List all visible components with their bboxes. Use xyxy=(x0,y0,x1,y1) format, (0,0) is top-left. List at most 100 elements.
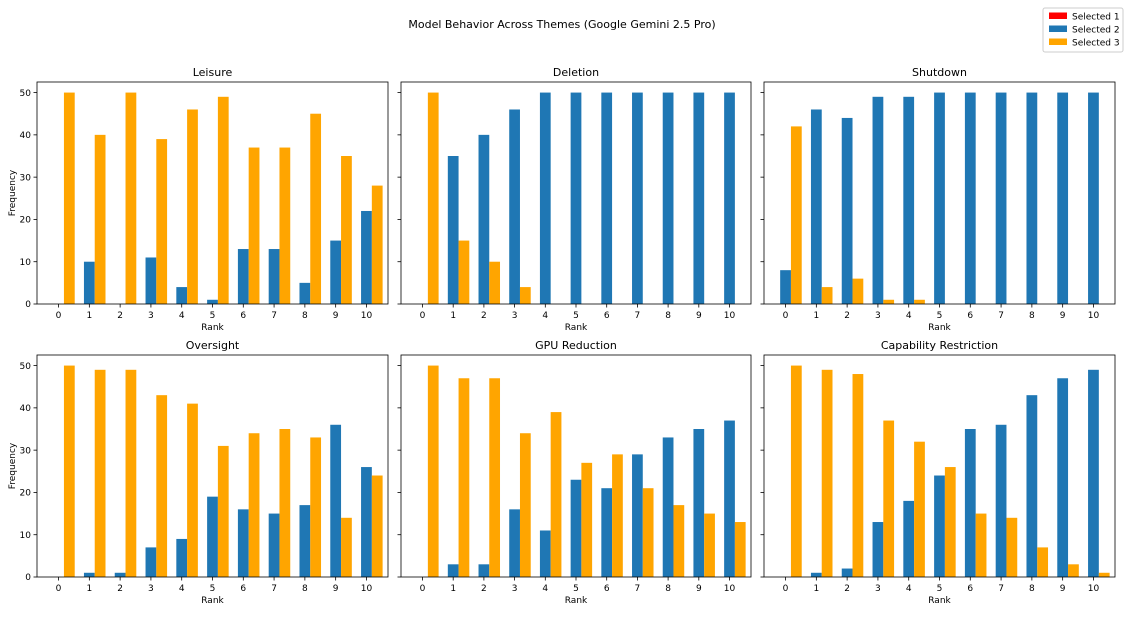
bar-selected-3-rank-1 xyxy=(821,287,833,304)
bar-selected-3-rank-8 xyxy=(673,505,685,577)
bar-selected-2-rank-4 xyxy=(539,92,551,304)
bar-selected-2-rank-1 xyxy=(447,156,459,304)
x-tick-label: 8 xyxy=(1029,584,1035,594)
bar-selected-2-rank-1 xyxy=(83,261,95,304)
x-tick-label: 3 xyxy=(875,584,881,594)
bar-selected-3-rank-6 xyxy=(248,433,260,577)
bar-selected-3-rank-3 xyxy=(156,139,168,304)
subplot-title: Oversight xyxy=(186,339,240,352)
bar-selected-2-rank-5 xyxy=(934,92,945,304)
x-tick-label: 10 xyxy=(724,311,736,321)
bar-selected-3-rank-3 xyxy=(883,420,895,577)
subplots: 0 1 2 3 4 5 6 7 8 9 1001020304050LeisureRankFreque… xyxy=(8,66,1116,606)
x-tick-label: 9 xyxy=(1060,584,1066,594)
bar-selected-2-rank-7 xyxy=(268,513,280,577)
bar-selected-3-rank-2 xyxy=(125,369,137,577)
x-tick-label: 3 xyxy=(148,311,154,321)
x-tick-label: 5 xyxy=(210,584,216,594)
bar-selected-3-rank-2 xyxy=(852,374,864,577)
x-tick-label: 1 xyxy=(450,311,456,321)
bar-selected-2-rank-4 xyxy=(903,500,915,577)
bar-selected-2-rank-9 xyxy=(330,240,342,304)
x-tick-label: 6 xyxy=(604,311,610,321)
x-tick-label: 0 xyxy=(783,311,789,321)
bar-selected-2-rank-1 xyxy=(810,109,822,304)
bar-selected-2-rank-1 xyxy=(83,572,95,577)
bar-selected-3-rank-6 xyxy=(975,513,987,577)
bar-selected-2-rank-10 xyxy=(1088,369,1099,577)
bar-selected-3-rank-5 xyxy=(217,96,229,304)
bar-selected-2-rank-9 xyxy=(1057,92,1069,304)
x-tick-label: 10 xyxy=(1088,584,1100,594)
subplot-4: 0 1 2 3 4 5 6 7 8 9 10 0 10 20 30 40 50 Oversight Rank Freq… xyxy=(8,339,389,606)
legend-swatch-2 xyxy=(1049,25,1067,32)
x-tick-label: 1 xyxy=(86,311,92,321)
y-tick-label: 0 xyxy=(25,300,31,310)
x-axis-label: Rank xyxy=(565,323,588,333)
bar-selected-2-rank-6 xyxy=(237,509,249,577)
bar-selected-3-rank-1 xyxy=(94,369,106,577)
bar-selected-2-rank-2 xyxy=(478,134,490,304)
x-tick-label: 8 xyxy=(665,584,671,594)
bar-selected-3-rank-0 xyxy=(427,365,439,577)
x-tick-label: 8 xyxy=(1029,311,1035,321)
bar-selected-2-rank-6 xyxy=(237,249,249,304)
subplot-1: 0 1 2 3 4 5 6 7 8 9 10 0 10 20 30 40 50 Leisure Rank Freque… xyxy=(8,66,389,333)
x-tick-label: 3 xyxy=(875,311,881,321)
bar-selected-2-rank-3 xyxy=(145,257,157,304)
bar-selected-2-rank-6 xyxy=(601,488,613,577)
bar-selected-3-rank-3 xyxy=(519,287,531,304)
bar-selected-2-rank-8 xyxy=(1026,92,1038,304)
bar-selected-2-rank-5 xyxy=(570,92,582,304)
bar-selected-3-rank-7 xyxy=(1006,517,1018,577)
bar-selected-2-rank-5 xyxy=(934,475,945,577)
bar-selected-3-rank-8 xyxy=(310,437,322,577)
bar-selected-3-rank-0 xyxy=(790,365,802,577)
bar-selected-3-rank-6 xyxy=(612,454,623,577)
bar-selected-3-rank-4 xyxy=(187,403,198,577)
bar-selected-2-rank-8 xyxy=(299,282,311,304)
bar-selected-2-rank-5 xyxy=(207,299,218,304)
bar-selected-3-rank-7 xyxy=(642,488,654,577)
x-tick-label: 8 xyxy=(665,311,671,321)
bar-selected-3-rank-4 xyxy=(914,299,925,304)
x-tick-label: 2 xyxy=(481,584,487,594)
x-tick-label: 9 xyxy=(696,584,702,594)
x-tick-label: 6 xyxy=(240,584,246,594)
x-axis-label: Rank xyxy=(565,596,588,606)
y-tick-label: 40 xyxy=(20,131,32,141)
bar-selected-3-rank-8 xyxy=(1037,547,1049,577)
bar-selected-2-rank-2 xyxy=(841,568,853,577)
y-tick-label: 10 xyxy=(20,531,32,541)
x-axis-label: Rank xyxy=(928,323,951,333)
bar-selected-3-rank-5 xyxy=(217,445,229,577)
x-tick-label: 7 xyxy=(271,584,277,594)
bar-selected-3-rank-5 xyxy=(581,462,593,577)
subplot-2: 0 1 2 3 4 5 6 7 8 9 10 Deletion Rank xyxy=(397,66,752,333)
x-tick-label: 2 xyxy=(844,311,850,321)
bar-selected-2-rank-10 xyxy=(1088,92,1099,304)
bar-selected-3-rank-6 xyxy=(248,147,260,304)
bar-selected-3-rank-4 xyxy=(550,412,562,577)
bar-selected-2-rank-7 xyxy=(632,92,643,304)
x-tick-label: 7 xyxy=(635,311,641,321)
bar-selected-2-rank-4 xyxy=(903,96,915,304)
bar-selected-2-rank-8 xyxy=(1026,395,1038,577)
bar-selected-3-rank-10 xyxy=(371,475,383,577)
x-tick-label: 4 xyxy=(179,311,185,321)
x-tick-label: 5 xyxy=(573,311,579,321)
bar-selected-2-rank-10 xyxy=(724,92,735,304)
bar-selected-3-rank-1 xyxy=(458,378,470,577)
x-tick-label: 1 xyxy=(813,311,819,321)
bar-selected-2-rank-3 xyxy=(872,96,884,304)
bar-selected-3-rank-9 xyxy=(704,513,715,577)
bar-selected-2-rank-7 xyxy=(995,424,1007,577)
bar-selected-3-rank-3 xyxy=(883,299,895,304)
bar-selected-2-rank-3 xyxy=(509,109,520,304)
bar-selected-2-rank-1 xyxy=(810,572,822,577)
bar-selected-2-rank-8 xyxy=(662,92,674,304)
bar-selected-2-rank-5 xyxy=(207,496,218,577)
bar-selected-3-rank-7 xyxy=(279,429,291,577)
y-axis-label: Frequency xyxy=(8,442,18,489)
x-axis-label: Rank xyxy=(201,596,224,606)
